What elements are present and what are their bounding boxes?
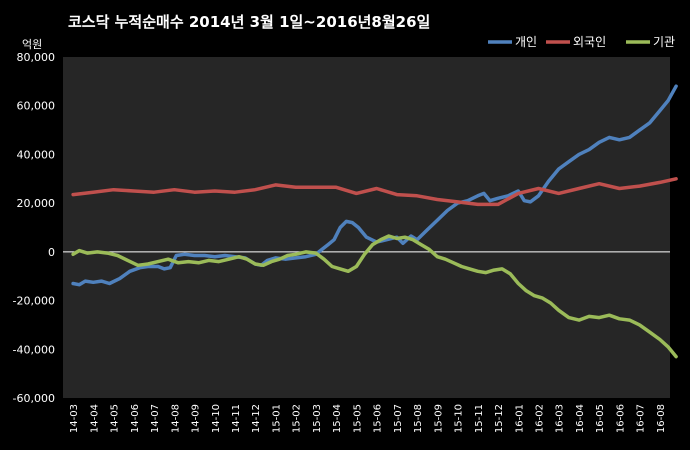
x-tick-label: 15-05 (352, 404, 363, 433)
y-tick-label: 40,000 (17, 148, 56, 161)
y-tick-label: 60,000 (17, 100, 56, 113)
y-axis-ticks: -60,000 -40,000 -20,000 0 20,000 40,000 60,000… (13, 51, 55, 405)
y-tick-label: -40,000 (13, 343, 55, 356)
x-tick-label: 16-03 (555, 404, 566, 433)
x-tick-label: 14-10 (211, 404, 222, 433)
x-tick-label: 14-05 (110, 404, 121, 433)
x-tick-label: 14-12 (251, 404, 262, 433)
legend-label-기관: 기관 (653, 35, 675, 49)
x-tick-label: 14-09 (191, 404, 202, 433)
x-axis-ticks: 14-03 14-04 14-05 14-06 14-07 14-08 14-09 14-10… (69, 404, 667, 433)
plot-area (63, 57, 670, 398)
x-tick-label: 15-11 (474, 404, 485, 433)
x-tick-label: 15-02 (292, 404, 303, 433)
legend-label-외국인: 외국인 (573, 35, 606, 49)
x-tick-label: 15-06 (373, 404, 384, 433)
x-tick-label: 15-07 (393, 404, 404, 433)
x-tick-label: 14-11 (231, 404, 242, 433)
legend-label-개인: 개인 (515, 35, 537, 49)
x-tick-label: 14-07 (150, 404, 161, 433)
series-line-기관 (71, 234, 678, 359)
x-tick-label: 15-12 (494, 404, 505, 433)
x-tick-label: 16-01 (514, 404, 525, 433)
x-tick-label: 16-06 (615, 404, 626, 433)
x-tick-label: 15-10 (454, 404, 465, 433)
x-tick-label: 14-08 (170, 404, 181, 433)
series-line-개인 (71, 84, 678, 287)
x-tick-label: 15-08 (413, 404, 424, 433)
x-tick-label: 15-04 (332, 404, 343, 433)
y-axis-unit: 억원 (22, 38, 42, 51)
legend: 개인 외국인 기관 (488, 35, 675, 49)
x-tick-label: 15-03 (312, 404, 323, 433)
x-tick-label: 15-01 (271, 404, 282, 433)
y-tick-label: 20,000 (17, 197, 56, 210)
x-tick-label: 15-09 (433, 404, 444, 433)
y-tick-label: 0 (48, 246, 55, 259)
chart-title: 코스닥 누적순매수 2014년 3월 1일~2016년8월26일 (68, 13, 430, 31)
x-tick-label: 14-04 (89, 404, 100, 433)
x-tick-label: 16-07 (636, 404, 647, 433)
y-tick-label: -60,000 (13, 392, 55, 405)
x-tick-label: 16-04 (575, 404, 586, 433)
series-group (71, 84, 678, 359)
x-tick-label: 14-06 (130, 404, 141, 433)
series-line-외국인 (71, 177, 678, 207)
y-tick-label: -20,000 (13, 295, 55, 308)
y-tick-label: 80,000 (17, 51, 56, 64)
x-tick-label: 16-05 (595, 404, 606, 433)
x-tick-label: 16-02 (534, 404, 545, 433)
x-tick-label: 16-08 (656, 404, 667, 433)
x-tick-label: 14-03 (69, 404, 80, 433)
